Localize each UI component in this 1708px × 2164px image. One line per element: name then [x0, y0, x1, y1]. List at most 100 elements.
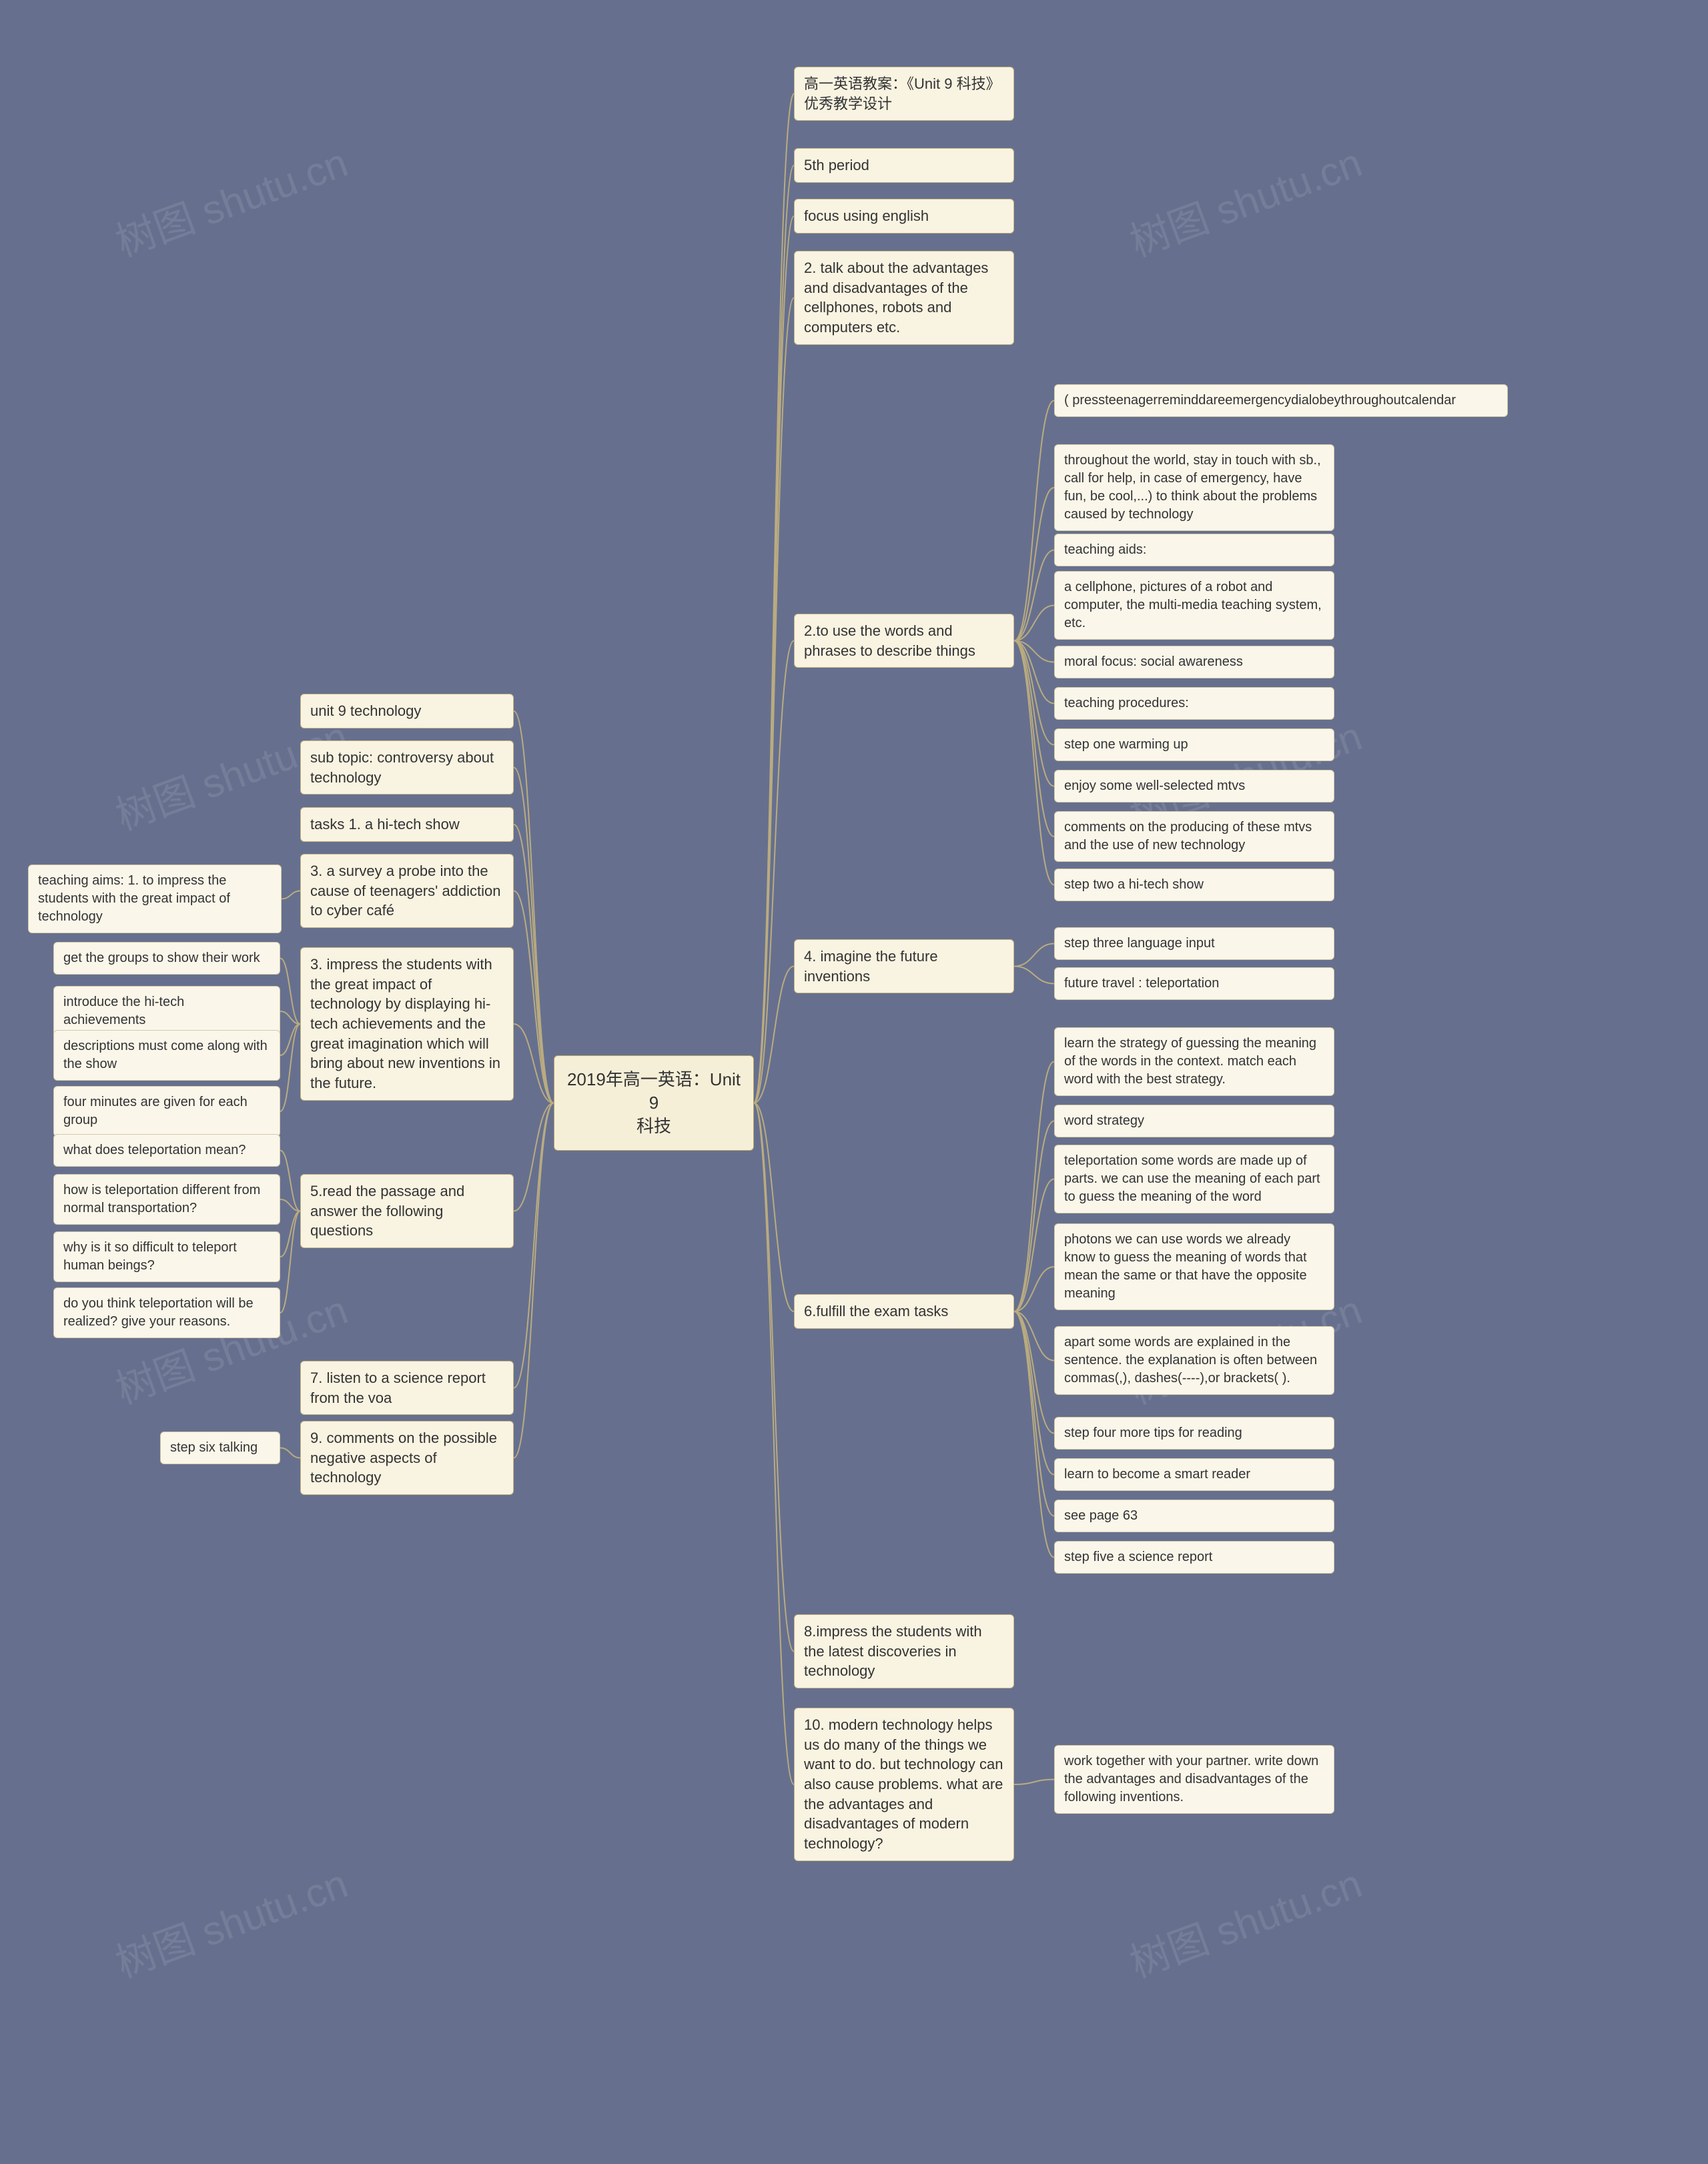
- leaf-r7d: photons we can use words we already know…: [1054, 1223, 1334, 1310]
- branch-r4-label: 2. talk about the advantages and disadva…: [804, 259, 988, 336]
- leaf-r5h-label: enjoy some well-selected mtvs: [1064, 778, 1245, 793]
- leaf-r5i: comments on the producing of these mtvs …: [1054, 811, 1334, 862]
- branch-l7-label: 7. listen to a science report from the v…: [310, 1370, 486, 1406]
- leaf-r7h: see page 63: [1054, 1500, 1334, 1532]
- leaf-r5f-label: teaching procedures:: [1064, 696, 1189, 710]
- branch-l4-label: 3. a survey a probe into the cause of te…: [310, 863, 501, 919]
- branch-r8: 8.impress the students with the latest d…: [794, 1614, 1014, 1688]
- branch-l1: unit 9 technology: [300, 694, 514, 728]
- leaf-r7a: learn the strategy of guessing the meani…: [1054, 1027, 1334, 1096]
- leaf-r7i: step five a science report: [1054, 1541, 1334, 1574]
- branch-r3: focus using english: [794, 199, 1014, 233]
- leaf-l6b-label: how is teleportation different from norm…: [63, 1183, 260, 1215]
- branch-l2: sub topic: controversy about technology: [300, 740, 514, 794]
- leaf-l5d-label: four minutes are given for each group: [63, 1095, 248, 1127]
- branch-l6-label: 5.read the passage and answer the follow…: [310, 1183, 464, 1239]
- branch-l2-label: sub topic: controversy about technology: [310, 749, 494, 786]
- leaf-l6c: why is it so difficult to teleport human…: [53, 1231, 280, 1282]
- leaf-r5d: a cellphone, pictures of a robot and com…: [1054, 571, 1334, 640]
- branch-r7: 6.fulfill the exam tasks: [794, 1294, 1014, 1329]
- leaf-r5g-label: step one warming up: [1064, 737, 1188, 752]
- leaf-l6c-label: why is it so difficult to teleport human…: [63, 1240, 237, 1273]
- leaf-r6a: step three language input: [1054, 927, 1334, 960]
- leaf-r5e: moral focus: social awareness: [1054, 646, 1334, 678]
- branch-r6: 4. imagine the future inventions: [794, 939, 1014, 993]
- branch-r5-label: 2.to use the words and phrases to descri…: [804, 622, 975, 659]
- leaf-r5g: step one warming up: [1054, 728, 1334, 761]
- leaf-r6b: future travel : teleportation: [1054, 967, 1334, 1000]
- leaf-r7h-label: see page 63: [1064, 1508, 1138, 1523]
- branch-l5: 3. impress the students with the great i…: [300, 947, 514, 1101]
- leaf-r5e-label: moral focus: social awareness: [1064, 654, 1243, 669]
- watermark: 树图 shutu.cn: [1121, 131, 1368, 268]
- leaf-r5b: throughout the world, stay in touch with…: [1054, 444, 1334, 531]
- leaf-l5d: four minutes are given for each group: [53, 1086, 280, 1137]
- leaf-l6d-label: do you think teleportation will be reali…: [63, 1296, 254, 1329]
- branch-r2-label: 5th period: [804, 157, 869, 173]
- branch-r1: 高一英语教案：《Unit 9 科技》优秀教学设计: [794, 67, 1014, 121]
- leaf-l6a-label: what does teleportation mean?: [63, 1143, 246, 1157]
- leaf-l6a: what does teleportation mean?: [53, 1134, 280, 1167]
- leaf-r7f-label: step four more tips for reading: [1064, 1426, 1242, 1440]
- leaf-r5j-label: step two a hi-tech show: [1064, 877, 1204, 892]
- watermark: 树图 shutu.cn: [1121, 1852, 1368, 1989]
- branch-r8-label: 8.impress the students with the latest d…: [804, 1623, 982, 1679]
- leaf-l5b: introduce the hi-tech achievements: [53, 986, 280, 1037]
- leaf-r5c: teaching aids:: [1054, 534, 1334, 566]
- leaf-r7b-label: word strategy: [1064, 1113, 1144, 1128]
- leaf-l6d: do you think teleportation will be reali…: [53, 1287, 280, 1338]
- branch-l3: tasks 1. a hi-tech show: [300, 807, 514, 842]
- watermark: 树图 shutu.cn: [107, 131, 354, 268]
- root-node-label: 科技: [636, 1116, 671, 1136]
- leaf-l4a-label: teaching aims: 1. to impress the student…: [38, 873, 230, 924]
- branch-r5: 2.to use the words and phrases to descri…: [794, 614, 1014, 668]
- leaf-l8a-label: step six talking: [170, 1440, 258, 1455]
- branch-l7: 7. listen to a science report from the v…: [300, 1361, 514, 1415]
- leaf-r5b-label: throughout the world, stay in touch with…: [1064, 453, 1321, 522]
- leaf-r7g: learn to become a smart reader: [1054, 1458, 1334, 1491]
- leaf-r6b-label: future travel : teleportation: [1064, 976, 1219, 991]
- branch-r9: 10. modern technology helps us do many o…: [794, 1708, 1014, 1861]
- branch-r6-label: 4. imagine the future inventions: [804, 948, 938, 985]
- leaf-r7b: word strategy: [1054, 1105, 1334, 1137]
- leaf-l5c: descriptions must come along with the sh…: [53, 1030, 280, 1081]
- leaf-l5c-label: descriptions must come along with the sh…: [63, 1039, 268, 1071]
- branch-l6: 5.read the passage and answer the follow…: [300, 1174, 514, 1248]
- leaf-r5c-label: teaching aids:: [1064, 542, 1146, 557]
- leaf-r7f: step four more tips for reading: [1054, 1417, 1334, 1450]
- leaf-r7c-label: teleportation some words are made up of …: [1064, 1153, 1320, 1204]
- leaf-r5a: ( pressteenagerreminddareemergencydialob…: [1054, 384, 1508, 417]
- leaf-r7g-label: learn to become a smart reader: [1064, 1467, 1250, 1482]
- branch-r2: 5th period: [794, 148, 1014, 183]
- leaf-r9a-label: work together with your partner. write d…: [1064, 1754, 1318, 1804]
- branch-r1-label: 高一英语教案：《Unit 9 科技》优秀教学设计: [804, 75, 1001, 112]
- branch-l4: 3. a survey a probe into the cause of te…: [300, 854, 514, 928]
- leaf-r7e: apart some words are explained in the se…: [1054, 1326, 1334, 1395]
- branch-l8: 9. comments on the possible negative asp…: [300, 1421, 514, 1495]
- leaf-r6a-label: step three language input: [1064, 936, 1215, 951]
- branch-r7-label: 6.fulfill the exam tasks: [804, 1303, 948, 1319]
- leaf-r5f: teaching procedures:: [1054, 687, 1334, 720]
- leaf-l4a: teaching aims: 1. to impress the student…: [28, 865, 282, 933]
- branch-l3-label: tasks 1. a hi-tech show: [310, 816, 460, 833]
- leaf-l6b: how is teleportation different from norm…: [53, 1174, 280, 1225]
- leaf-r5j: step two a hi-tech show: [1054, 869, 1334, 901]
- root-node: 2019年高一英语：Unit 9科技: [554, 1055, 754, 1151]
- leaf-r5h: enjoy some well-selected mtvs: [1054, 770, 1334, 802]
- branch-r4: 2. talk about the advantages and disadva…: [794, 251, 1014, 345]
- branch-r3-label: focus using english: [804, 207, 929, 224]
- branch-r9-label: 10. modern technology helps us do many o…: [804, 1716, 1003, 1852]
- leaf-r5d-label: a cellphone, pictures of a robot and com…: [1064, 580, 1322, 630]
- leaf-r7c: teleportation some words are made up of …: [1054, 1145, 1334, 1213]
- branch-l8-label: 9. comments on the possible negative asp…: [310, 1430, 497, 1486]
- leaf-l5a-label: get the groups to show their work: [63, 951, 260, 965]
- leaf-r5a-label: ( pressteenagerreminddareemergencydialob…: [1064, 393, 1456, 408]
- leaf-l8a: step six talking: [160, 1432, 280, 1464]
- branch-l1-label: unit 9 technology: [310, 702, 421, 719]
- leaf-r7a-label: learn the strategy of guessing the meani…: [1064, 1036, 1316, 1087]
- leaf-r7i-label: step five a science report: [1064, 1550, 1212, 1564]
- branch-l5-label: 3. impress the students with the great i…: [310, 956, 500, 1091]
- leaf-r9a: work together with your partner. write d…: [1054, 1745, 1334, 1814]
- watermark: 树图 shutu.cn: [107, 1852, 354, 1989]
- leaf-r7e-label: apart some words are explained in the se…: [1064, 1335, 1317, 1386]
